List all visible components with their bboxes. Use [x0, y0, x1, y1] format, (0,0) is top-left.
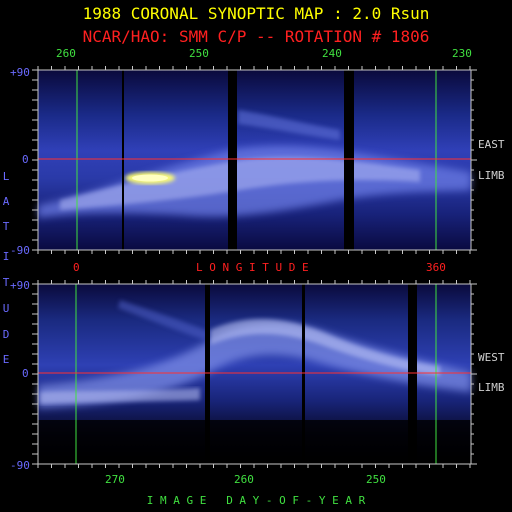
longitude-end-label: 360 [426, 261, 446, 274]
streamer-band [38, 322, 471, 408]
latitude-max-label: +90 [10, 66, 30, 79]
longitude-axis-label: L O N G I T U D E [196, 261, 309, 274]
bottom-axis-tick: 260 [234, 473, 254, 486]
latitude-max-label: +90 [10, 279, 30, 292]
bottom-axis-tick: 250 [366, 473, 386, 486]
east-limb-label: LIMB [478, 169, 505, 182]
longitude-start-label: 0 [73, 261, 80, 274]
data-gap [228, 70, 237, 250]
latitude-letter: U [2, 302, 10, 315]
latitude-letter: E [2, 353, 10, 366]
latitude-letter: I [2, 250, 10, 263]
top-axis-tick: 230 [452, 47, 472, 60]
latitude-letter: D [2, 328, 10, 341]
data-gap [344, 70, 354, 250]
west-limb-label: WEST [478, 351, 505, 364]
bottom-map-panel [37, 283, 472, 465]
top-axis-tick: 240 [322, 47, 342, 60]
data-gap [302, 284, 305, 464]
west-limb-label: LIMB [478, 381, 505, 394]
top-map-panel [37, 69, 472, 251]
latitude-min-label: -90 [10, 244, 30, 257]
bottom-axis-tick: 270 [105, 473, 125, 486]
top-axis-tick: 250 [189, 47, 209, 60]
east-limb-label: EAST [478, 138, 505, 151]
latitude-letter: T [2, 276, 10, 289]
axis-ticks [32, 66, 477, 468]
data-gap [205, 284, 210, 464]
latitude-zero-label: 0 [22, 153, 29, 166]
map-title: 1988 CORONAL SYNOPTIC MAP : 2.0 Rsun [82, 4, 430, 23]
latitude-zero-label: 0 [22, 367, 29, 380]
latitude-letter: L [2, 170, 10, 183]
day-of-year-label: I M A G E D A Y - O F - Y E A R [146, 494, 366, 507]
data-gap [408, 284, 417, 464]
latitude-min-label: -90 [10, 459, 30, 472]
map-subtitle: NCAR/HAO: SMM C/P -- ROTATION # 1806 [82, 27, 430, 46]
latitude-letter: T [2, 220, 10, 233]
latitude-letter: A [2, 195, 10, 208]
top-axis-tick: 260 [56, 47, 76, 60]
